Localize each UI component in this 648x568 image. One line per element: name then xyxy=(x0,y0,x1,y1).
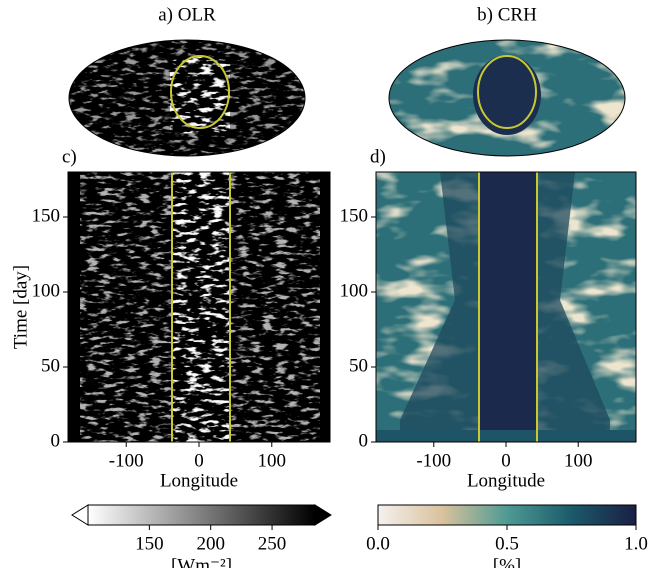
olr-map xyxy=(69,40,305,156)
colorbar-extend xyxy=(72,505,88,525)
colorbar xyxy=(88,505,315,525)
y-axis-label: Time [day] xyxy=(10,265,31,349)
panel-label: d) xyxy=(370,146,386,167)
colorbar-label: [Wm⁻²] xyxy=(171,555,232,568)
olr-field xyxy=(68,172,330,442)
x-tick-label: 100 xyxy=(564,450,593,471)
y-tick-label: 50 xyxy=(349,355,368,376)
panel-title: b) CRH xyxy=(477,4,537,25)
x-tick-label: 100 xyxy=(258,450,287,471)
colorbar-tick-label: 150 xyxy=(135,533,164,554)
y-tick-label: 0 xyxy=(359,430,369,451)
field-texture xyxy=(376,430,636,442)
y-tick-label: 100 xyxy=(340,280,369,301)
panel-title: a) OLR xyxy=(158,4,216,25)
y-tick-label: 100 xyxy=(32,280,61,301)
colorbar-tick-label: 0.5 xyxy=(495,533,519,554)
field-texture xyxy=(479,172,537,442)
x-axis-label: Longitude xyxy=(467,470,545,491)
x-tick-label: -100 xyxy=(109,450,144,471)
x-tick-label: 0 xyxy=(194,450,204,471)
colorbar-tick-label: 1.0 xyxy=(624,533,648,554)
x-axis-label: Longitude xyxy=(160,470,238,491)
colorbar-tick-label: 0.0 xyxy=(366,533,390,554)
y-tick-label: 0 xyxy=(51,430,61,451)
map-texture xyxy=(473,55,541,135)
crh-field xyxy=(376,172,636,442)
panel-label: c) xyxy=(62,146,77,167)
colorbar-label: [%] xyxy=(493,555,521,568)
figure: a) OLR b) CRH c) -100 0 100 0 50 100 150 Longitude… xyxy=(0,0,648,568)
colorbar xyxy=(378,505,636,525)
x-tick-label: -100 xyxy=(416,450,451,471)
colorbar-tick-label: 200 xyxy=(196,533,225,554)
x-tick-label: 0 xyxy=(501,450,511,471)
crh-map xyxy=(389,40,625,156)
y-tick-label: 150 xyxy=(340,205,369,226)
colorbar-extend xyxy=(315,505,331,525)
y-tick-label: 150 xyxy=(32,205,61,226)
y-tick-label: 50 xyxy=(41,355,60,376)
colorbar-tick-label: 250 xyxy=(258,533,287,554)
field-texture xyxy=(172,172,230,442)
